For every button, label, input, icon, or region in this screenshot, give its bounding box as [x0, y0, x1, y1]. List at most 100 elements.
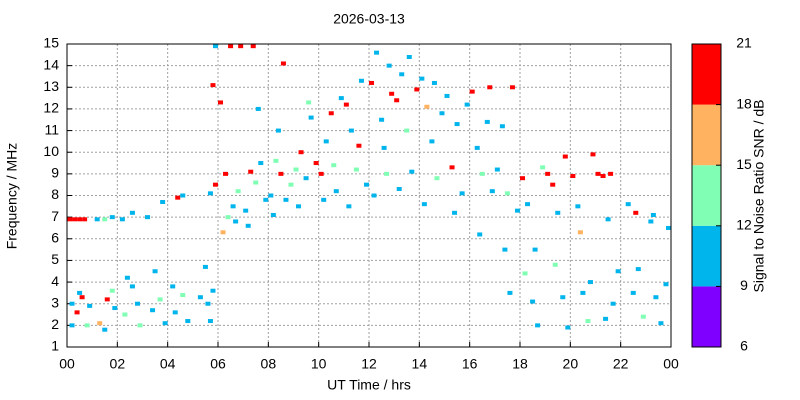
- y-tick-label: 10: [43, 143, 59, 159]
- point: [665, 225, 671, 230]
- point: [414, 87, 420, 92]
- point: [555, 210, 561, 215]
- point: [374, 50, 380, 55]
- point: [333, 189, 339, 194]
- point: [459, 191, 465, 196]
- y-axis-label: Frequency / MHz: [4, 143, 20, 250]
- point: [119, 217, 125, 222]
- point: [590, 152, 596, 157]
- point: [205, 301, 211, 306]
- point: [562, 154, 568, 159]
- point: [653, 295, 659, 300]
- point: [608, 171, 614, 176]
- point: [308, 115, 314, 120]
- point: [238, 44, 244, 49]
- point: [358, 78, 364, 83]
- point: [137, 323, 143, 328]
- point: [303, 176, 309, 181]
- point: [298, 150, 304, 155]
- point: [150, 308, 156, 313]
- point: [346, 204, 352, 209]
- point: [97, 321, 103, 326]
- point: [600, 174, 606, 179]
- point: [258, 161, 264, 166]
- point: [129, 210, 135, 215]
- colorbar-tick-label: 12: [736, 217, 752, 233]
- point: [109, 215, 115, 220]
- x-tick-label: 20: [563, 356, 579, 372]
- point: [318, 171, 324, 176]
- point: [102, 217, 108, 222]
- y-tick-label: 15: [43, 35, 59, 51]
- point: [124, 275, 130, 280]
- point: [228, 44, 234, 49]
- point: [79, 295, 85, 300]
- point: [439, 111, 445, 116]
- point: [296, 204, 302, 209]
- point: [605, 217, 611, 222]
- point: [585, 319, 591, 324]
- point: [494, 167, 500, 172]
- point: [280, 61, 286, 66]
- y-tick-label: 5: [51, 251, 59, 267]
- point: [552, 262, 558, 267]
- y-tick-label: 4: [51, 273, 59, 289]
- point: [77, 217, 83, 222]
- point: [152, 269, 158, 274]
- point: [424, 104, 430, 109]
- point: [489, 189, 495, 194]
- point: [550, 182, 556, 187]
- x-tick-label: 00: [663, 356, 679, 372]
- point: [406, 54, 412, 59]
- point: [250, 44, 256, 49]
- point: [82, 217, 88, 222]
- point: [134, 301, 140, 306]
- point: [87, 303, 93, 308]
- point: [381, 145, 387, 150]
- point: [225, 215, 231, 220]
- point: [331, 163, 337, 168]
- point: [522, 271, 528, 276]
- point: [268, 193, 274, 198]
- point: [371, 193, 377, 198]
- y-tick-label: 14: [43, 56, 59, 72]
- point: [610, 301, 616, 306]
- point: [479, 171, 485, 176]
- point: [343, 102, 349, 107]
- point: [288, 182, 294, 187]
- point: [399, 72, 405, 77]
- point: [429, 139, 435, 144]
- point: [94, 217, 100, 222]
- y-tick-label: 8: [51, 186, 59, 202]
- point: [502, 247, 508, 252]
- point: [212, 182, 218, 187]
- point: [145, 215, 151, 220]
- point: [469, 89, 475, 94]
- point: [210, 83, 216, 88]
- point: [306, 100, 312, 105]
- point: [74, 310, 80, 315]
- point: [570, 174, 576, 179]
- point: [270, 212, 276, 217]
- y-tick-label: 11: [44, 121, 59, 137]
- point: [540, 165, 546, 170]
- point: [484, 119, 490, 124]
- x-tick-label: 02: [110, 356, 126, 372]
- point: [648, 219, 654, 224]
- point: [210, 288, 216, 293]
- point: [157, 297, 163, 302]
- colorbar-segment: [692, 225, 721, 287]
- point: [509, 85, 515, 90]
- point: [487, 85, 493, 90]
- point: [170, 284, 176, 289]
- point: [404, 128, 410, 133]
- y-tick-label: 12: [43, 100, 59, 116]
- point: [283, 197, 289, 202]
- y-tick-label: 9: [51, 165, 59, 181]
- point: [363, 182, 369, 187]
- point: [67, 217, 73, 222]
- colorbar-segment: [692, 44, 721, 105]
- point: [328, 111, 334, 116]
- point: [587, 280, 593, 285]
- point: [245, 223, 251, 228]
